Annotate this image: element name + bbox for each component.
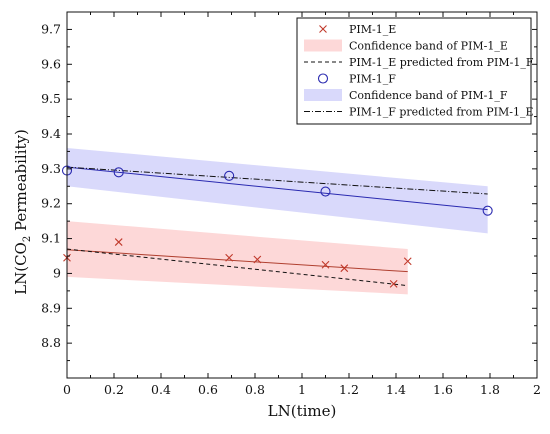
y-tick-label: 8.9	[41, 300, 61, 315]
point-1-2	[114, 238, 123, 246]
confidence-band-1	[67, 221, 408, 295]
y-tick-label: 9.5	[41, 91, 61, 106]
point-x-stroke-b	[114, 238, 123, 246]
point-2-2	[113, 167, 124, 178]
confidence-bands	[67, 147, 488, 295]
x-tick-label: 1.6	[433, 382, 453, 397]
point-2-4	[320, 186, 331, 197]
legend-label-2: Confidence band of PIM-1_E	[349, 40, 508, 53]
fit-line-4	[66, 166, 488, 195]
legend: PIM-1_E Confidence band of PIM-1_E PIM-1_E…	[296, 17, 534, 125]
y-tick-label: 9.7	[41, 21, 61, 36]
legend-swatch-1	[319, 25, 327, 33]
point-x-stroke-b	[321, 260, 330, 269]
legend-label-1: PIM-1_E	[349, 23, 396, 36]
y-axis-title-main: LN(CO	[12, 242, 30, 295]
legend-circle	[317, 73, 329, 84]
x-axis-ticks: 0 0.2 0.4 0.6 0.8 1 1.2 1.4 1.6 1.8 2	[63, 12, 541, 397]
y-tick-label: 9.1	[41, 231, 61, 246]
point-1-4	[253, 255, 262, 264]
x-axis-title: LN(time)	[268, 402, 337, 420]
y-axis-ticks: 8.8 8.9 9 9.1 9.2 9.3 9.4 9.5 9.6 9.7	[41, 11, 537, 362]
fit-lines	[66, 166, 488, 287]
x-tick-label: 0.2	[104, 382, 124, 397]
point-2-3	[224, 170, 235, 181]
x-tick-label: 1.4	[386, 382, 406, 397]
legend-band-rect	[304, 39, 342, 52]
legend-swatch-5	[304, 89, 342, 101]
legend-label-5: Confidence band of PIM-1_F	[349, 89, 508, 102]
y-tick-label: 9.6	[41, 56, 61, 71]
fit-line-3	[66, 166, 488, 211]
point-2-5	[482, 205, 493, 216]
y-axis-title-subscript: 2	[22, 236, 33, 242]
data-points	[61, 165, 493, 288]
legend-swatch-4	[317, 73, 329, 84]
y-tick-label: 9.2	[41, 196, 61, 211]
point-x-stroke-b	[389, 279, 398, 288]
x-tick-label: 1.8	[480, 382, 500, 397]
point-x-stroke-b	[403, 257, 412, 266]
fit-line-2	[66, 248, 408, 287]
y-axis-title: LN(CO2 Permeability)	[12, 129, 33, 295]
point-x-stroke-b	[253, 255, 262, 264]
x-tick-label: 0.8	[245, 382, 265, 397]
y-tick-label: 9.4	[41, 126, 61, 141]
confidence-band-2	[67, 147, 488, 234]
fit-line-1	[66, 249, 408, 273]
legend-swatch-2	[304, 39, 342, 52]
x-tick-label: 2	[533, 382, 541, 397]
point-1-6	[340, 264, 349, 273]
point-x-stroke-b	[340, 264, 349, 273]
legend-label-3: PIM-1_E predicted from PIM-1_F	[349, 56, 534, 69]
point-1-8	[403, 257, 412, 266]
y-tick-label: 8.8	[41, 335, 61, 350]
point-1-3	[225, 253, 234, 262]
y-tick-label: 9	[53, 265, 61, 280]
y-tick-label: 9.3	[41, 161, 61, 176]
legend-x-stroke-b	[319, 25, 327, 33]
x-tick-label: 0.4	[151, 382, 171, 397]
legend-label-4: PIM-1_F	[349, 73, 396, 86]
legend-band-rect	[304, 89, 342, 101]
legend-box	[296, 17, 532, 125]
x-tick-label: 1.2	[339, 382, 359, 397]
x-tick-label: 0	[63, 382, 71, 397]
point-x-stroke-b	[225, 253, 234, 262]
point-1-7	[389, 279, 398, 288]
point-1-5	[321, 260, 330, 269]
legend-label-6: PIM-1_F predicted from PIM-1_E	[349, 106, 534, 119]
x-tick-label: 0.6	[198, 382, 218, 397]
y-axis-title-rest: Permeability)	[12, 129, 30, 236]
x-tick-label: 1	[298, 382, 306, 397]
